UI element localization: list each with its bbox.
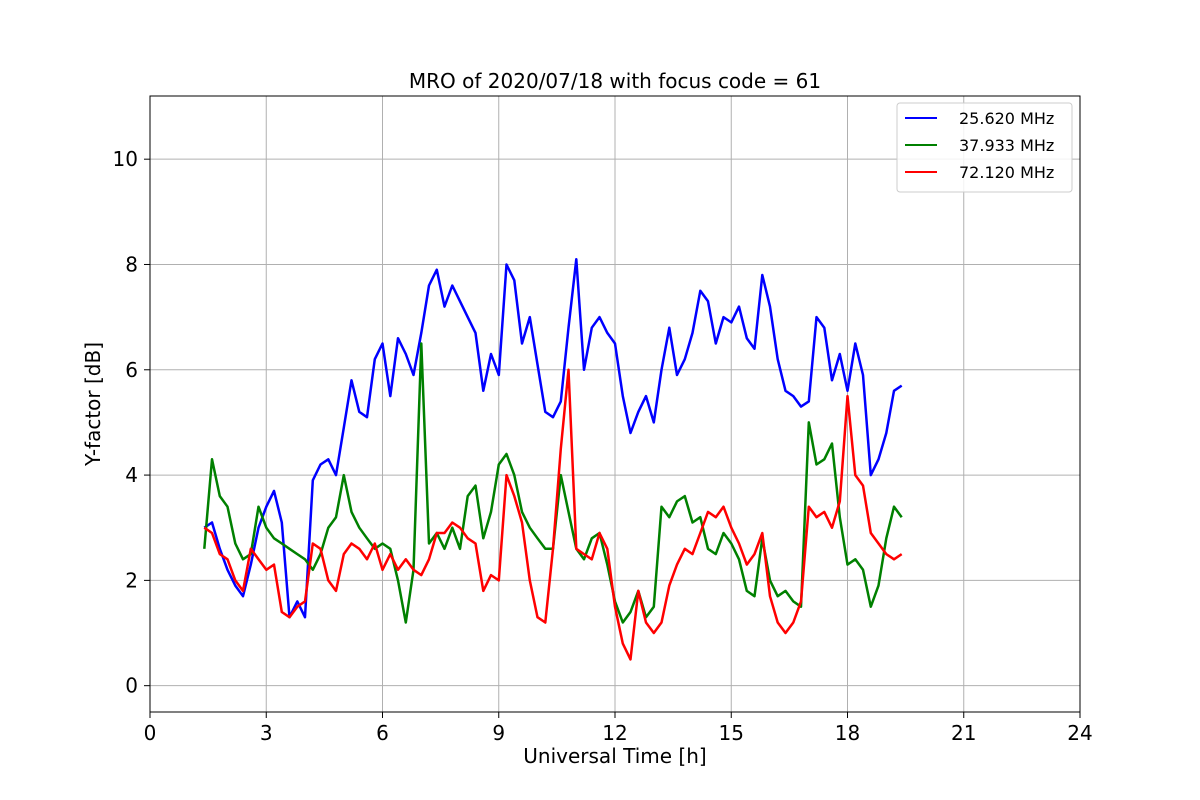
x-tick-label: 21 [951, 721, 976, 745]
x-tick-label: 18 [835, 721, 860, 745]
y-tick-label: 8 [125, 252, 138, 276]
y-tick-label: 10 [113, 147, 138, 171]
x-tick-label: 12 [602, 721, 627, 745]
x-tick-label: 0 [144, 721, 157, 745]
y-axis-label: Y-factor [dB] [81, 342, 105, 467]
x-tick-label: 6 [376, 721, 389, 745]
y-tick-label: 2 [125, 568, 138, 592]
chart-title: MRO of 2020/07/18 with focus code = 61 [409, 69, 821, 93]
x-axis-label: Universal Time [h] [523, 744, 706, 768]
legend-label: 25.620 MHz [959, 109, 1054, 128]
series-line-3 [203, 368, 903, 661]
x-tick-label: 3 [260, 721, 273, 745]
y-tick-label: 0 [125, 674, 138, 698]
legend-box [896, 102, 1073, 193]
x-tick-label: 15 [719, 721, 744, 745]
legend-label: 72.120 MHz [959, 163, 1054, 182]
x-tick-label: 9 [492, 721, 505, 745]
series-layer [203, 257, 903, 661]
y-tick-label: 6 [125, 358, 138, 382]
y-axis-ticks: 0 2 4 6 8 10 [113, 147, 150, 698]
legend-label: 37.933 MHz [959, 136, 1054, 155]
y-tick-label: 4 [125, 463, 138, 487]
legend: 25.620 MHz 37.933 MHz 72.120 MHz [896, 102, 1073, 193]
series-line-1 [203, 257, 903, 619]
x-axis-ticks: 0 3 6 9 12 15 18 21 24 [144, 712, 1093, 745]
x-tick-label: 24 [1067, 721, 1092, 745]
